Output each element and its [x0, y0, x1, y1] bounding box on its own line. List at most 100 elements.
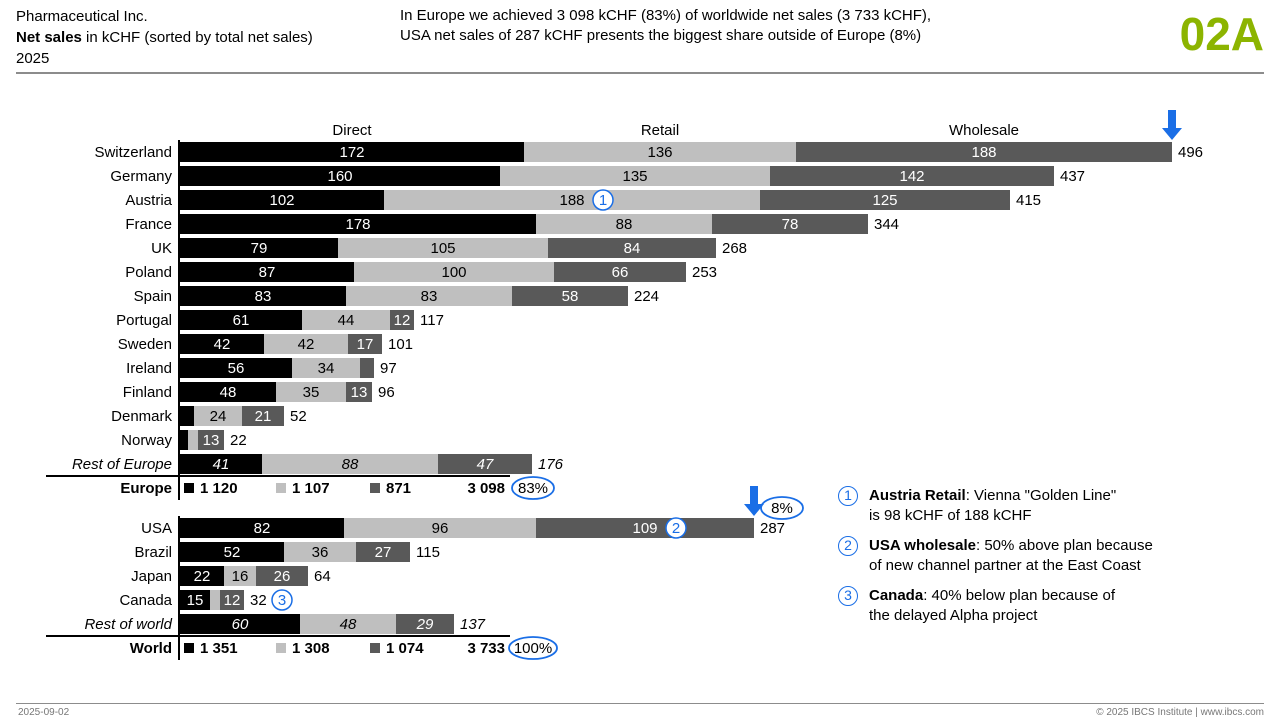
- bar-segment-direct: [180, 406, 194, 426]
- bar-segment-retail: [500, 166, 770, 186]
- total-label: 32: [250, 592, 267, 609]
- total-label: 97: [380, 360, 397, 377]
- bar-segment-wholesale: [220, 590, 244, 610]
- data-label: 88: [342, 456, 359, 473]
- bar-segment-wholesale: [348, 334, 382, 354]
- legend-square-retail: [276, 643, 286, 653]
- bar-segment-wholesale: [256, 566, 308, 586]
- note-marker: [271, 589, 293, 611]
- note-marker-label: 3: [278, 592, 286, 609]
- bar-segment-retail: [284, 542, 356, 562]
- data-label: 83: [421, 288, 438, 305]
- bar-segment-direct: [180, 542, 284, 562]
- bar-segment-direct: [180, 262, 354, 282]
- bar-segment-wholesale: [242, 406, 284, 426]
- summary-label: World: [130, 640, 172, 657]
- measure-bold: Net sales: [16, 29, 82, 46]
- bar-segment-wholesale: [512, 286, 628, 306]
- summary-value: 871: [386, 480, 411, 497]
- data-label: 66: [612, 264, 629, 281]
- note-text: Austria Retail: Vienna "Golden Line" is 9…: [869, 486, 1116, 526]
- total-label: 64: [314, 568, 331, 585]
- data-label: 109: [632, 520, 657, 537]
- summary-total: 3 098: [467, 480, 505, 497]
- category-label: Switzerland: [94, 144, 172, 161]
- company-name: Pharmaceutical Inc.: [16, 8, 148, 25]
- data-label: 16: [232, 568, 249, 585]
- bar-segment-wholesale: [760, 190, 1010, 210]
- category-label: Poland: [125, 264, 172, 281]
- data-label: 24: [210, 408, 227, 425]
- series-header-direct: Direct: [332, 122, 372, 139]
- data-label: 15: [187, 592, 204, 609]
- data-label: 48: [220, 384, 237, 401]
- bar-segment-direct: [180, 614, 300, 634]
- data-label: 60: [232, 616, 249, 633]
- bar-segment-direct: [180, 286, 346, 306]
- bar-segment-direct: [180, 358, 292, 378]
- bar-segment-wholesale: [536, 518, 754, 538]
- data-label: 21: [255, 408, 272, 425]
- message: In Europe we achieved 3 098 kCHF (83%) o…: [400, 6, 931, 46]
- highlight-arrow-icon: [1162, 110, 1182, 140]
- data-label: 58: [562, 288, 579, 305]
- category-label: Sweden: [118, 336, 172, 353]
- total-label: 101: [388, 336, 413, 353]
- bar-segment-direct: [180, 166, 500, 186]
- data-label: 41: [213, 456, 230, 473]
- data-label: 22: [194, 568, 211, 585]
- category-label: Austria: [125, 192, 172, 209]
- data-label: 105: [430, 240, 455, 257]
- total-label: 115: [416, 544, 440, 561]
- footer-date: 2025-09-02: [18, 707, 70, 718]
- bar-segment-wholesale: [554, 262, 686, 282]
- data-label: 27: [375, 544, 392, 561]
- bar-segment-wholesale: [356, 542, 410, 562]
- data-label: 96: [432, 520, 449, 537]
- bar-segment-retail: [188, 430, 198, 450]
- data-label: 125: [872, 192, 897, 209]
- data-label: 142: [899, 168, 924, 185]
- summary-share-ellipse-label: 83%: [518, 480, 548, 497]
- bar-segment-retail: [276, 382, 346, 402]
- measure-title: Net sales in kCHF (sorted by total net s…: [16, 27, 313, 48]
- footer-divider: [16, 703, 1264, 704]
- highlight-arrow-icon: [744, 486, 764, 516]
- note-marker-label: 1: [599, 192, 607, 209]
- data-label: 172: [339, 144, 364, 161]
- data-label: 84: [624, 240, 641, 257]
- data-label: 52: [224, 544, 241, 561]
- summary-total: 3 733: [467, 640, 505, 657]
- category-label: Denmark: [111, 408, 172, 425]
- bar-segment-direct: [180, 214, 536, 234]
- data-label: 48: [340, 616, 357, 633]
- summary-value: 1 074: [386, 640, 424, 657]
- data-label: 35: [303, 384, 320, 401]
- report-header: Pharmaceutical Inc. Net sales in kCHF (s…: [16, 6, 313, 69]
- summary-label: Europe: [120, 480, 172, 497]
- data-label: 88: [616, 216, 633, 233]
- data-label: 78: [782, 216, 799, 233]
- note-bold: USA wholesale: [869, 537, 976, 554]
- data-label: 13: [203, 432, 220, 449]
- category-label: USA: [141, 520, 172, 537]
- bar-segment-retail: [210, 590, 220, 610]
- note-line-1: : 40% below plan because of: [923, 587, 1115, 604]
- bar-segment-retail: [524, 142, 796, 162]
- summary-share-ellipse: [508, 636, 558, 660]
- period: 2025: [16, 50, 50, 67]
- note-line-2: of new channel partner at the East Coast: [869, 557, 1141, 574]
- legend-square-direct: [184, 483, 194, 493]
- bar-segment-wholesale: [198, 430, 224, 450]
- bar-segment-retail: [292, 358, 360, 378]
- data-label: 13: [351, 384, 368, 401]
- data-label: 178: [345, 216, 370, 233]
- data-label: 160: [327, 168, 352, 185]
- bar-segment-wholesale: [346, 382, 372, 402]
- total-label: 496: [1178, 144, 1203, 161]
- bar-segment-direct: [180, 310, 302, 330]
- bar-segment-retail: [264, 334, 348, 354]
- bar-segment-direct: [180, 190, 384, 210]
- total-label: 117: [420, 312, 444, 329]
